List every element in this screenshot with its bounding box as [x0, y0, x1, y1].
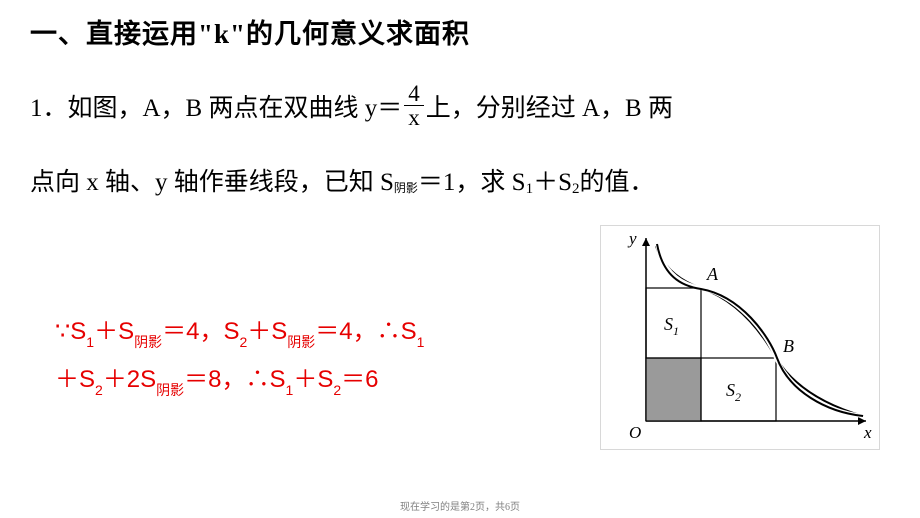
solution-text: ∵S1＋S阴影＝4，S2＋S阴影＝4，∴S1 ＋S2＋2S阴影＝8，∴S1＋S2…: [55, 308, 565, 404]
sol-sub-4: 2: [95, 382, 103, 398]
sol-p1: ∵S: [55, 318, 86, 345]
sol-p8: ＝8，∴S: [184, 366, 285, 393]
sol-p5: ＝4，∴S: [315, 318, 416, 345]
problem-line-2: 点向 x 轴、y 轴作垂线段，已知 S 阴影 ＝1，求 S 1 ＋S 2 的值．: [30, 162, 655, 198]
sol-sub-5: 1: [286, 382, 294, 398]
figure-diagram: y x O A B S1 S2: [600, 225, 880, 450]
point-B-label: B: [783, 336, 794, 356]
problem-mid2: ＝1，求 S: [418, 162, 526, 198]
sol-p7: ＋2S: [103, 366, 156, 393]
problem-suffix1: 上，分别经过 A，B 两: [426, 88, 673, 124]
sol-p3: ＝4，S: [162, 318, 239, 345]
sol-sub-1: 1: [86, 334, 94, 350]
sol-shadow-3: 阴影: [156, 384, 184, 399]
sol-sub-6: 2: [333, 382, 341, 398]
sub-1: 1: [526, 181, 534, 198]
S1-label: S1: [664, 314, 679, 338]
fraction: 4 x: [404, 82, 424, 129]
problem-suffix2: 的值．: [579, 162, 654, 198]
sol-p10: ＝6: [341, 366, 378, 393]
page-footer: 现在学习的是第2页，共6页: [0, 498, 920, 513]
y-axis-label: y: [627, 229, 637, 248]
sol-shadow-2: 阴影: [287, 336, 315, 351]
sub-2: 2: [572, 181, 580, 198]
origin-label: O: [629, 423, 641, 442]
problem-plus: ＋S: [533, 162, 572, 198]
sol-p4: ＋S: [247, 318, 287, 345]
fraction-denominator: x: [404, 105, 424, 129]
S2-label: S2: [726, 380, 741, 404]
sol-p9: ＋S: [293, 366, 333, 393]
section-heading: 一、直接运用"k"的几何意义求面积: [30, 12, 470, 51]
sol-p2: ＋S: [94, 318, 134, 345]
problem-line-1: 1．如图，A，B 两点在双曲线 y＝ 4 x 上，分别经过 A，B 两: [30, 82, 673, 129]
sol-p6: ＋S: [55, 366, 95, 393]
fraction-numerator: 4: [404, 82, 424, 105]
sol-sub-3: 1: [417, 334, 425, 350]
x-axis-label: x: [863, 423, 872, 442]
sub-shadow: 阴影: [394, 179, 418, 196]
problem-prefix1: 1．如图，A，B 两点在双曲线 y＝: [30, 88, 402, 124]
sol-shadow-1: 阴影: [134, 336, 162, 351]
point-A-label: A: [706, 264, 719, 284]
sol-sub-2: 2: [239, 334, 247, 350]
problem-prefix2: 点向 x 轴、y 轴作垂线段，已知 S: [30, 162, 394, 198]
